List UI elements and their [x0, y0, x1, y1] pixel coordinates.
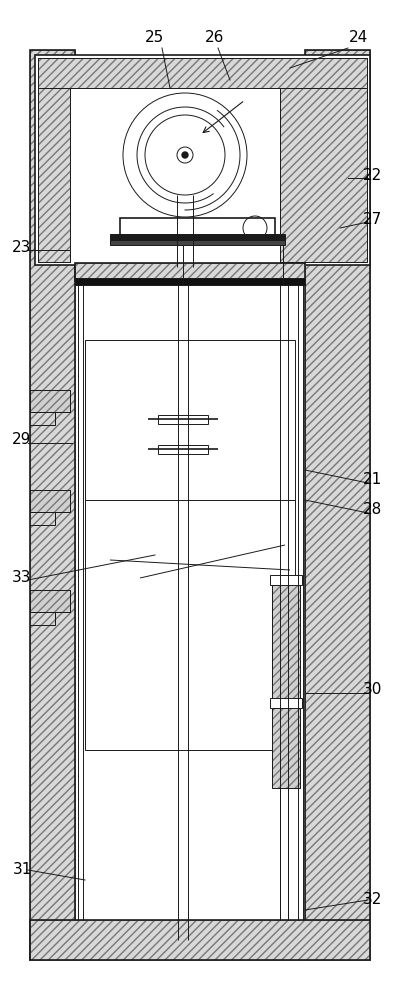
Bar — [30, 390, 70, 412]
Bar — [305, 50, 370, 960]
Bar — [110, 240, 285, 245]
Bar — [38, 58, 70, 262]
Bar — [30, 590, 70, 612]
Text: 25: 25 — [145, 30, 165, 45]
Bar — [30, 50, 75, 960]
Bar — [270, 698, 302, 708]
Text: 30: 30 — [363, 682, 383, 698]
Bar — [38, 58, 367, 88]
Bar — [110, 234, 285, 242]
Bar — [158, 445, 208, 454]
Bar — [305, 50, 370, 960]
Bar — [280, 58, 367, 262]
Bar — [272, 708, 300, 788]
Bar — [30, 490, 70, 512]
Bar — [272, 708, 300, 788]
Bar — [38, 58, 367, 88]
Circle shape — [182, 152, 188, 158]
Bar — [30, 50, 75, 960]
Bar — [30, 490, 70, 512]
Bar — [30, 920, 370, 960]
Text: 31: 31 — [12, 862, 32, 878]
Bar — [158, 415, 208, 424]
Text: 26: 26 — [205, 30, 225, 45]
Bar — [30, 590, 70, 612]
Bar — [270, 575, 302, 585]
Text: 27: 27 — [364, 213, 383, 228]
Text: 21: 21 — [364, 473, 383, 488]
Text: 24: 24 — [348, 30, 367, 45]
Bar — [272, 580, 300, 700]
Text: 28: 28 — [364, 502, 383, 518]
Bar — [30, 920, 370, 960]
Bar — [30, 390, 70, 412]
Text: 22: 22 — [364, 167, 383, 182]
Bar — [85, 340, 295, 505]
Text: 32: 32 — [363, 892, 383, 908]
Bar — [75, 263, 305, 281]
Bar — [35, 55, 370, 265]
Text: 29: 29 — [12, 432, 32, 448]
Text: 23: 23 — [12, 240, 32, 255]
Bar — [75, 278, 305, 285]
Bar — [85, 500, 295, 750]
Bar — [272, 580, 300, 700]
Bar — [75, 263, 305, 281]
Bar — [120, 218, 275, 236]
Bar — [280, 58, 367, 262]
Bar — [38, 58, 70, 262]
Text: 33: 33 — [12, 570, 32, 585]
